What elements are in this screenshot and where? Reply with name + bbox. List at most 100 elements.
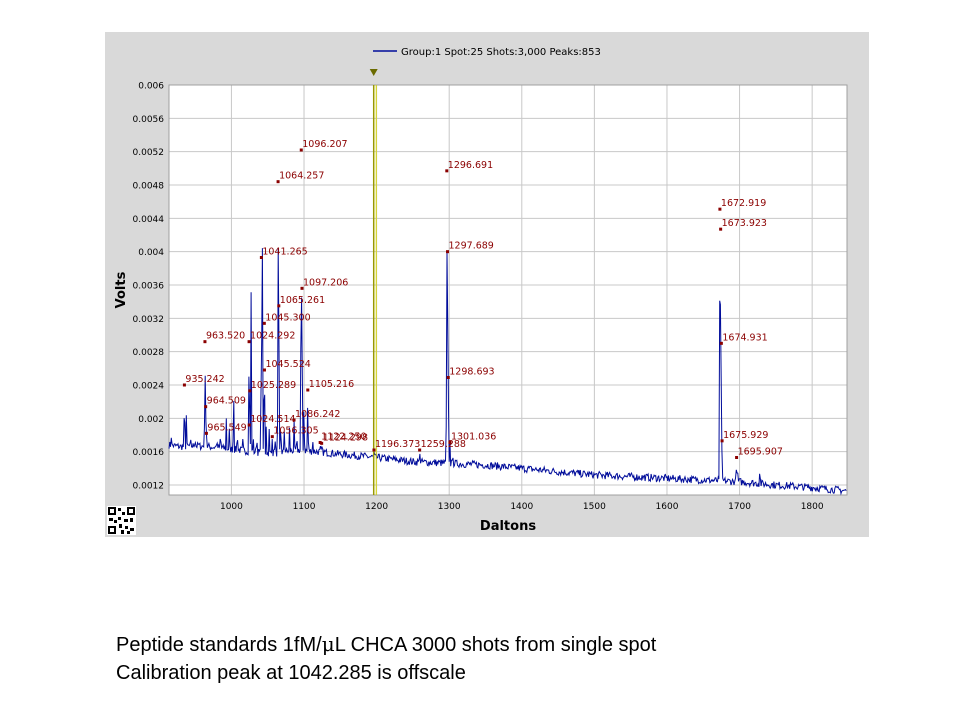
y-tick-label: 0.0032 — [133, 315, 165, 325]
x-tick-label: 1000 — [220, 502, 243, 512]
series-line — [168, 248, 847, 496]
peak-label: 1124.298 — [323, 432, 368, 443]
x-tick-label: 1500 — [583, 502, 606, 512]
peak-point — [292, 418, 296, 422]
peak-label: 964.509 — [207, 396, 246, 407]
x-tick-label: 1200 — [365, 502, 388, 512]
peak-point — [418, 448, 422, 452]
peak-point — [448, 441, 452, 444]
peak-point — [719, 341, 723, 345]
x-tick-label: 1800 — [801, 502, 824, 512]
peak-label: 1674.931 — [722, 332, 767, 343]
x-axis-label: Daltons — [480, 519, 536, 534]
peak-label: 1024.514 — [250, 414, 295, 425]
x-tick-labels: 1000 1100 1200 1300 1400 1500 1600 1700 1800 — [220, 502, 824, 512]
peak-label: 1673.923 — [722, 218, 767, 229]
y-tick-label: 0.0028 — [133, 348, 165, 358]
peak-label: 1045.300 — [265, 312, 310, 323]
y-tick-label: 0.0056 — [133, 115, 165, 125]
peak-point — [300, 286, 304, 290]
peak-label: 1695.907 — [738, 447, 783, 458]
y-tick-label: 0.006 — [138, 82, 164, 92]
spectrum-chart: 0.0012 0.0016 0.002 0.0024 0.0028 0.0032 0.003… — [107, 47, 848, 535]
peak-label: 1024.292 — [250, 331, 295, 342]
peak-point — [248, 389, 252, 393]
peak-point — [299, 148, 303, 152]
peak-point — [277, 304, 281, 308]
peak-point — [719, 227, 723, 231]
peak-point — [262, 368, 266, 372]
peak-point — [270, 435, 274, 439]
y-tick-label: 0.002 — [138, 415, 164, 425]
peak-label: 935.242 — [185, 374, 224, 385]
peak-label: 1045.524 — [265, 359, 310, 370]
x-tick-label: 1300 — [438, 502, 461, 512]
peak-point — [720, 439, 724, 443]
peak-labels: 1096.207 1064.257 1296.691 1672.919 1673.923… — [182, 139, 783, 459]
x-tick-label: 1600 — [656, 502, 679, 512]
peak-point — [276, 180, 280, 184]
peak-point — [247, 423, 251, 427]
peak-point — [446, 376, 450, 379]
y-tick-label: 0.0016 — [133, 448, 165, 458]
y-axis-label: Volts — [114, 271, 129, 308]
y-tick-label: 0.0036 — [133, 282, 165, 292]
y-tick-label: 0.0044 — [133, 215, 165, 225]
peak-point — [372, 448, 376, 452]
marker-triangle-icon — [369, 69, 378, 76]
peak-point — [262, 321, 266, 325]
x-tick-label: 1400 — [510, 502, 533, 512]
peak-label: 1672.919 — [721, 198, 766, 209]
peak-label: 1105.216 — [309, 379, 354, 390]
caption-line-1-prefix: Peptide standards 1fM/ — [116, 634, 322, 656]
peak-label: 1086.242 — [295, 409, 340, 420]
caption-mu-symbol: μ — [321, 632, 335, 656]
y-tick-label: 0.0012 — [133, 482, 165, 492]
plot-border — [168, 84, 848, 496]
peak-label: 1096.207 — [302, 139, 347, 150]
peak-point — [203, 340, 207, 344]
peak-point — [204, 405, 208, 409]
series-layer — [168, 248, 847, 496]
x-tick-label: 1100 — [293, 502, 316, 512]
peak-label: 963.520 — [206, 331, 245, 342]
peak-point — [182, 383, 186, 387]
caption-line-1-suffix: L CHCA 3000 shots from single spot — [334, 634, 657, 656]
legend-entry: Group:1 Spot:25 Shots:3,000 Peaks:853 — [401, 47, 601, 58]
grid — [168, 84, 848, 496]
peak-point — [446, 250, 450, 254]
peak-label: 1259.288 — [421, 439, 466, 450]
chart-panel: 0.0012 0.0016 0.002 0.0024 0.0028 0.0032 0.003… — [105, 32, 869, 537]
y-tick-label: 0.0024 — [133, 382, 165, 392]
peak-point — [247, 340, 251, 344]
peak-label: 1196.373 — [375, 439, 420, 450]
legend: Group:1 Spot:25 Shots:3,000 Peaks:853 — [373, 47, 601, 58]
peak-label: 1097.206 — [303, 277, 348, 288]
peak-label: 965.549 — [207, 422, 246, 433]
peak-label: 1064.257 — [279, 171, 324, 182]
peak-label: 1041.265 — [262, 247, 307, 258]
y-tick-labels: 0.0012 0.0016 0.002 0.0024 0.0028 0.0032 0.003… — [133, 82, 165, 492]
peak-label: 1065.261 — [280, 295, 325, 306]
peak-point — [445, 169, 449, 173]
y-tick-label: 0.0048 — [133, 182, 165, 192]
peak-label: 1056.305 — [273, 426, 318, 437]
qr-code-icon — [107, 506, 136, 535]
peak-label: 1675.929 — [723, 430, 768, 441]
caption-line-1: Peptide standards 1fM/μL CHCA 3000 shots… — [116, 632, 656, 657]
peak-label: 1025.289 — [251, 380, 296, 391]
peak-label: 1297.689 — [449, 241, 494, 252]
peak-point — [204, 431, 208, 435]
caption-line-2: Calibration peak at 1042.285 is offscale — [116, 662, 466, 684]
x-tick-label: 1700 — [728, 502, 751, 512]
peak-label: 1298.693 — [449, 367, 494, 378]
peak-point — [735, 456, 739, 459]
peak-label: 1296.691 — [448, 160, 493, 171]
peak-point — [306, 388, 310, 392]
peak-point — [318, 441, 322, 444]
y-tick-label: 0.004 — [138, 248, 164, 258]
plot-background — [169, 85, 847, 495]
peak-label: 1301.036 — [451, 432, 496, 443]
peak-point — [259, 256, 263, 259]
marker-layer — [369, 69, 378, 495]
